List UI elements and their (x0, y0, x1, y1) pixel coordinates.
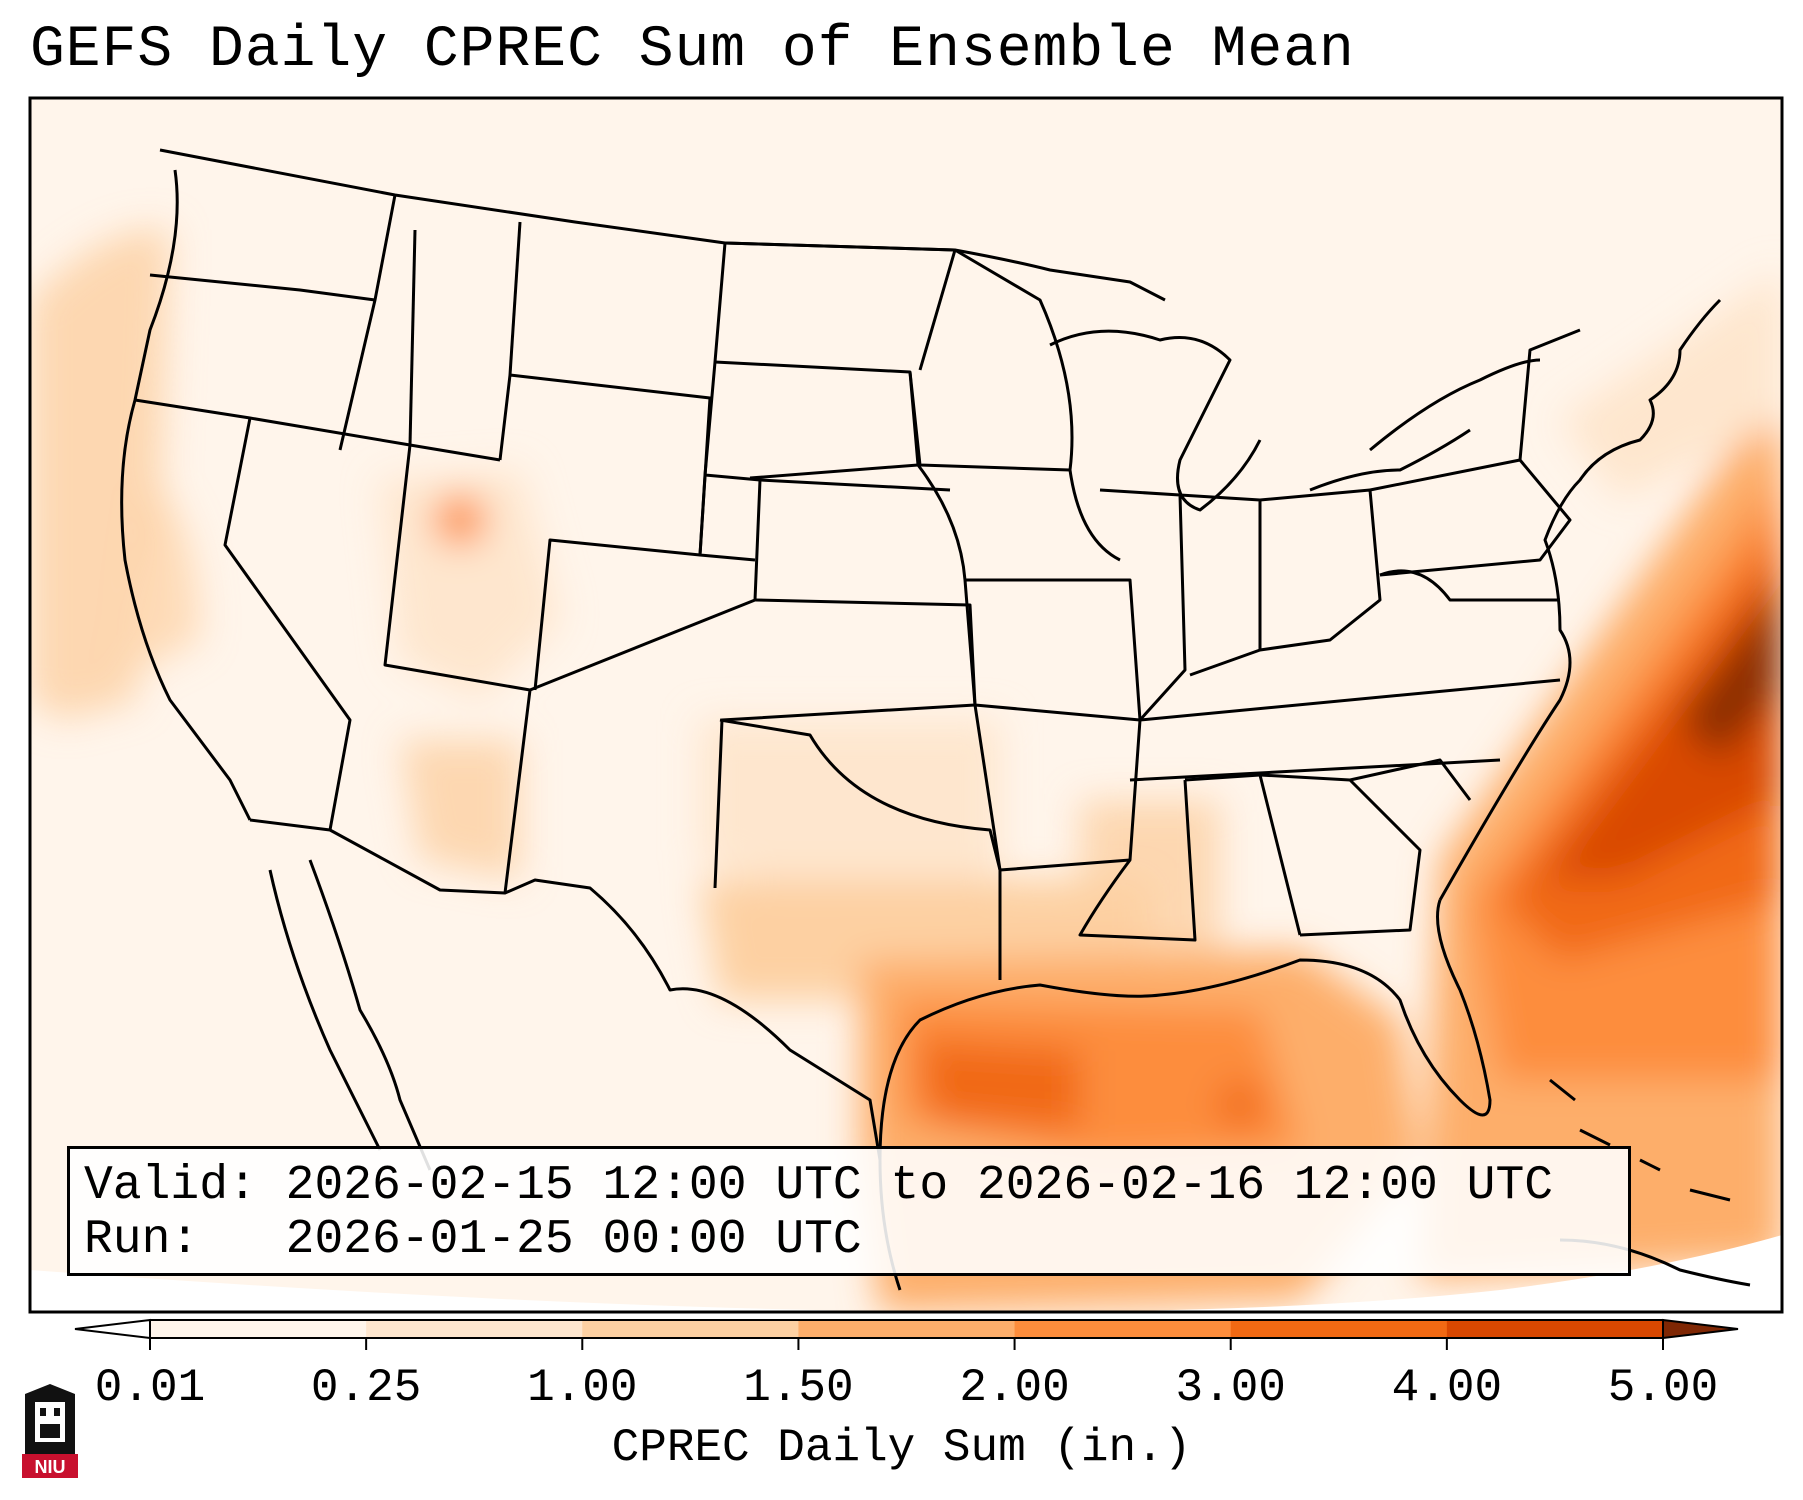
colorbar-outline (149, 1319, 1664, 1339)
valid-run-info-box: Valid: 2026-02-15 12:00 UTC to 2026-02-1… (67, 1146, 1631, 1276)
niu-logo: NIU (22, 1384, 78, 1478)
colorbar-tick-label: 5.00 (1607, 1362, 1719, 1414)
colorbar-segment (1446, 1320, 1664, 1338)
run-label: Run: (84, 1213, 200, 1267)
colorbar (74, 1318, 1739, 1350)
colorbar-over-arrow (1662, 1318, 1739, 1340)
precip-field (30, 228, 1782, 1312)
valid-label: Valid: (84, 1159, 257, 1213)
run-value: 2026-01-25 00:00 UTC (285, 1213, 862, 1267)
colorbar-under-arrow (74, 1318, 151, 1340)
colorbar-tick-label: 4.00 (1391, 1362, 1503, 1414)
colorbar-tick-label: 0.01 (94, 1362, 206, 1414)
colorbar-label: CPREC Daily Sum (in.) (611, 1422, 1192, 1474)
colorbar-tick-label: 0.25 (310, 1362, 422, 1414)
colorbar-tick-label: 1.50 (743, 1362, 854, 1414)
precip-map (28, 96, 1784, 1314)
colorbar-segment (798, 1320, 1016, 1338)
colorbar-segment (366, 1320, 583, 1338)
colorbar-segment (1014, 1320, 1232, 1338)
colorbar-tick-label: 3.00 (1175, 1362, 1286, 1414)
state-boundaries (120, 148, 1722, 1161)
colorbar-segment (150, 1320, 367, 1338)
colorbar-tick-label: 1.00 (527, 1362, 638, 1414)
colorbar-segment (1230, 1320, 1448, 1338)
niu-logo-text: NIU (35, 1457, 66, 1477)
colorbar-tick-label: 2.00 (959, 1362, 1070, 1414)
map-title: GEFS Daily CPREC Sum of Ensemble Mean (30, 18, 1355, 83)
map-frame (28, 96, 1784, 1314)
colorbar-segment (582, 1320, 799, 1338)
valid-value: 2026-02-15 12:00 UTC to 2026-02-16 12:00… (285, 1159, 1554, 1213)
